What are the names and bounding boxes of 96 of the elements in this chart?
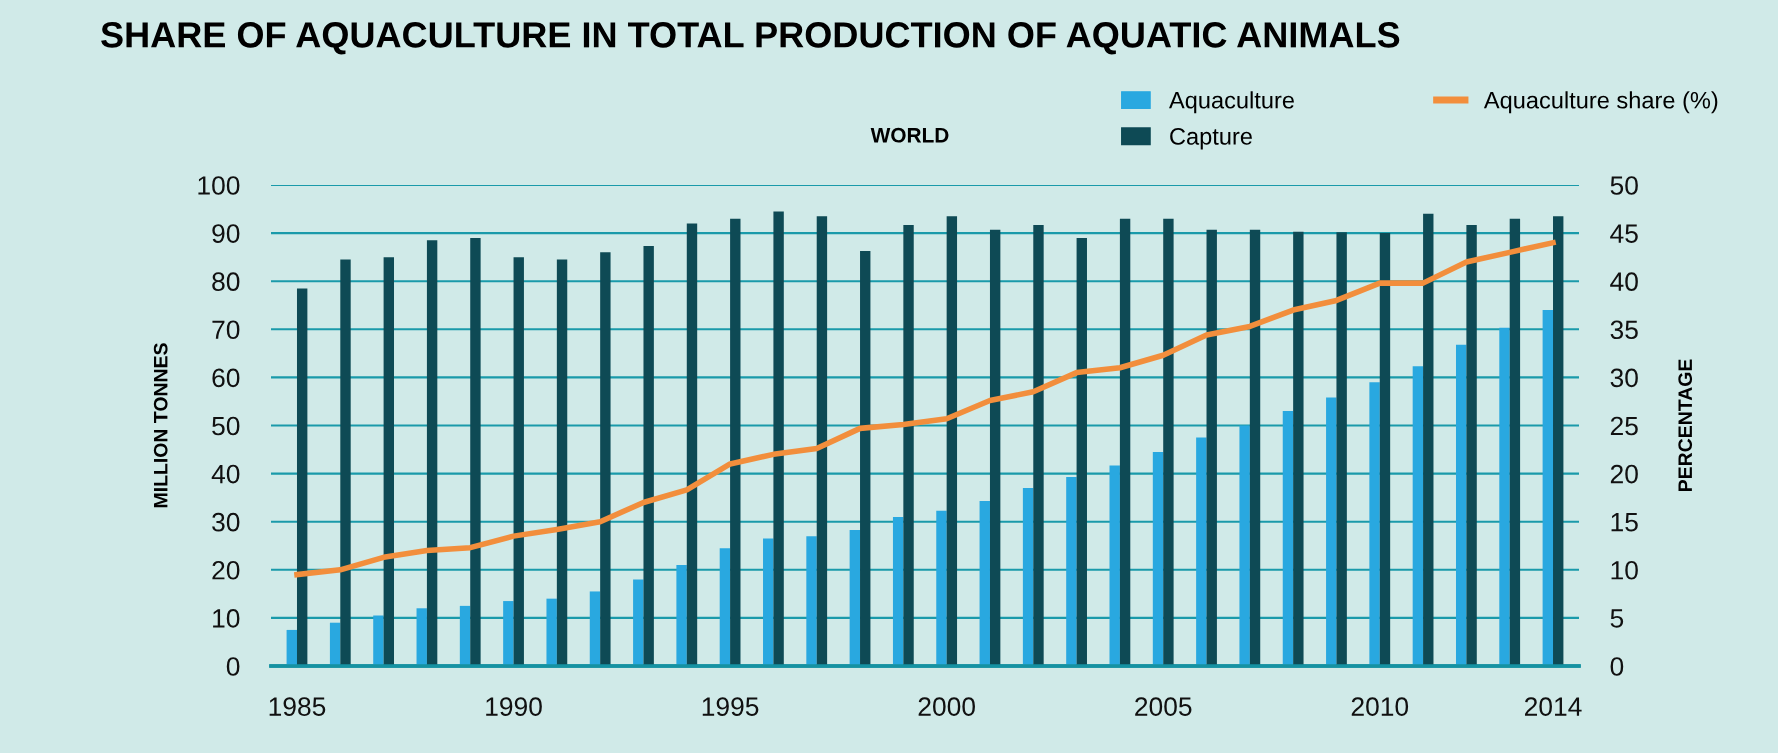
- bar: [416, 608, 427, 666]
- bar: [470, 237, 481, 666]
- y-axis-title: MILLION TONNES: [153, 343, 168, 508]
- bar: [643, 246, 654, 666]
- bar: [340, 259, 351, 666]
- bar: [503, 601, 514, 666]
- y2-tick-label: 35: [1610, 320, 1638, 340]
- bar: [892, 516, 904, 666]
- bar: [1249, 229, 1261, 666]
- bar: [513, 257, 524, 666]
- bar: [903, 224, 914, 666]
- bar: [676, 564, 687, 666]
- bar: [426, 240, 438, 666]
- bar: [1466, 224, 1477, 666]
- bar: [1109, 465, 1120, 666]
- y2-tick-label: 20: [1610, 464, 1638, 484]
- bar: [600, 252, 611, 666]
- y-tick-label: 90: [212, 224, 240, 243]
- bar: [556, 259, 568, 666]
- y2-tick-label: 50: [1610, 176, 1638, 195]
- bar: [459, 605, 471, 666]
- y2-tick-label: 45: [1610, 224, 1638, 243]
- bar: [633, 579, 644, 666]
- chart-subtitle: WORLD: [870, 127, 949, 143]
- x-tick-label: 1990: [486, 697, 542, 716]
- y2-tick-label: 10: [1611, 560, 1638, 580]
- y-tick-label: 0: [226, 657, 240, 676]
- bar: [1119, 218, 1131, 666]
- bar: [1379, 233, 1391, 666]
- y2-tick-label: 30: [1610, 368, 1638, 388]
- bar: [1542, 310, 1554, 666]
- bar: [383, 257, 394, 666]
- bar: [1412, 366, 1424, 666]
- bar: [1282, 411, 1294, 666]
- bar: [1326, 397, 1337, 666]
- legend-label: Capture: [1170, 128, 1252, 150]
- y-tick-label: 60: [212, 368, 240, 388]
- bar: [373, 615, 384, 666]
- bar: [1066, 476, 1077, 666]
- bar: [719, 548, 731, 666]
- y-tick-label: 10: [213, 609, 240, 628]
- y2-tick-label: 25: [1610, 416, 1638, 436]
- chart-title: SHARE OF AQUACULTURE IN TOTAL PRODUCTION OF AQUATIC ANIMALS: [101, 22, 1400, 55]
- bar: [1336, 232, 1347, 666]
- legend-label: Aquaculture share (%): [1483, 91, 1718, 114]
- bar: [763, 538, 774, 666]
- bar: [1553, 216, 1564, 666]
- bar: [329, 622, 341, 666]
- y-tick-label: 40: [211, 464, 240, 484]
- legend-label: Aquaculture: [1169, 91, 1294, 114]
- bar: [1033, 224, 1044, 666]
- y-tick-label: 70: [212, 320, 240, 340]
- y2-tick-label: 5: [1610, 609, 1624, 628]
- bar: [546, 598, 557, 666]
- y2-tick-label: 0: [1610, 657, 1624, 676]
- bar: [1163, 218, 1174, 666]
- bar: [1152, 451, 1164, 666]
- bar: [773, 211, 784, 666]
- bar: [296, 288, 308, 666]
- bar: [1239, 425, 1250, 666]
- x-tick-label: 2000: [918, 697, 975, 716]
- y-tick-label: 50: [212, 416, 240, 436]
- bar: [1206, 229, 1217, 666]
- bar: [1509, 218, 1521, 666]
- y-tick-label: 30: [212, 512, 240, 532]
- y-tick-label: 20: [212, 560, 240, 580]
- bar: [1369, 382, 1380, 666]
- bar: [849, 529, 861, 666]
- bar: [686, 223, 698, 666]
- bar: [1022, 488, 1034, 666]
- bar: [1076, 237, 1087, 666]
- y2-tick-label: 40: [1610, 272, 1638, 292]
- y-tick-label: 80: [212, 272, 240, 292]
- bar: [860, 250, 871, 666]
- x-tick-label: 2005: [1135, 697, 1192, 716]
- bar: [1499, 327, 1510, 666]
- bar: [286, 629, 297, 666]
- bar: [1456, 344, 1467, 666]
- bar: [989, 229, 1001, 666]
- y2-tick-label: 15: [1611, 513, 1638, 532]
- bar: [816, 216, 828, 666]
- x-tick-label: 1995: [702, 697, 759, 716]
- bar: [589, 591, 601, 666]
- bar: [806, 536, 817, 666]
- bar: [946, 216, 958, 666]
- bar: [730, 218, 741, 666]
- x-tick-label: 2010: [1351, 697, 1409, 716]
- bar: [979, 501, 990, 666]
- x-tick-label: 2014: [1524, 697, 1582, 716]
- bar: [1196, 437, 1207, 666]
- y2-axis-title: PERCENTAGE: [1678, 359, 1693, 492]
- bar: [1423, 213, 1434, 666]
- bar: [1293, 231, 1304, 666]
- bar: [936, 510, 947, 666]
- x-tick-label: 1985: [269, 697, 326, 716]
- y-tick-label: 100: [198, 176, 240, 195]
